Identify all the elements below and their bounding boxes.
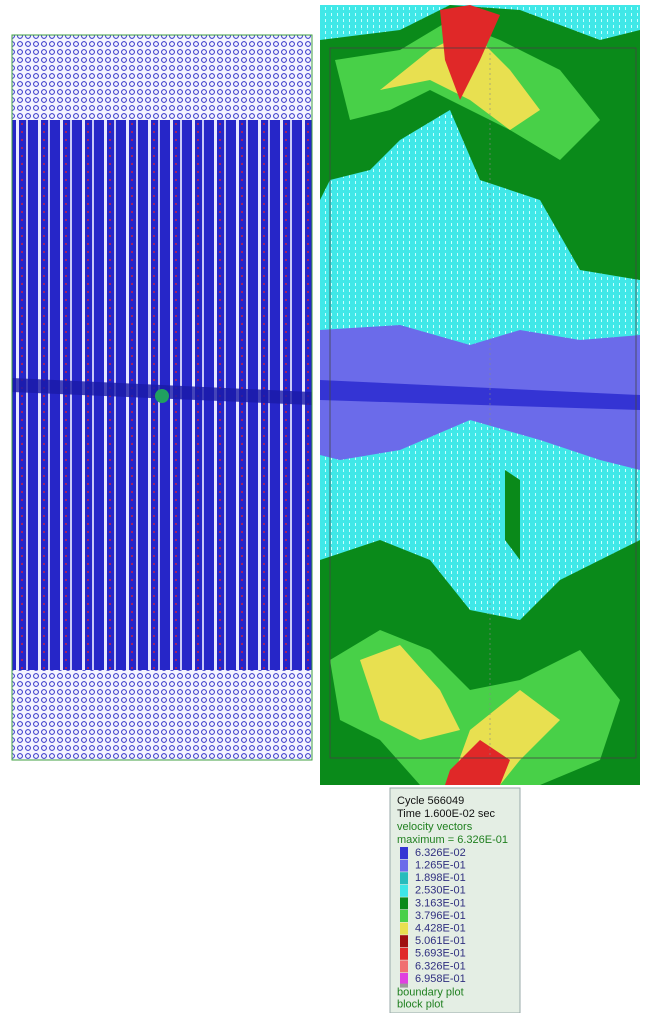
page: Cycle 566049 Time 1.600E-02 sec velocity… — [0, 0, 649, 1013]
legend-label: 6.958E-01 — [415, 973, 466, 985]
time-label: Time 1.600E-02 sec — [397, 808, 496, 820]
legend-swatch — [400, 885, 408, 897]
legend-swatch — [400, 872, 408, 884]
legend-label: 3.796E-01 — [415, 910, 466, 922]
legend-label: 1.898E-01 — [415, 872, 466, 884]
legend-label: 1.265E-01 — [415, 860, 466, 872]
legend-swatch — [400, 897, 408, 909]
legend-swatch — [400, 847, 408, 859]
legend-swatch — [400, 960, 408, 972]
left-model-view — [12, 35, 312, 760]
legend-swatch — [400, 948, 408, 960]
legend-label: 3.163E-01 — [415, 897, 466, 909]
legend-swatch — [400, 860, 408, 872]
cycle-label: Cycle 566049 — [397, 795, 464, 807]
legend-footer: boundary plot — [397, 987, 464, 999]
legend: Cycle 566049 Time 1.600E-02 sec velocity… — [390, 788, 520, 1013]
legend-footer: block plot — [397, 999, 443, 1011]
legend-label: 6.326E-01 — [415, 960, 466, 972]
legend-swatch — [400, 935, 408, 947]
legend-label: 4.428E-01 — [415, 923, 466, 935]
legend-label: 6.326E-02 — [415, 847, 466, 859]
legend-label: 5.061E-01 — [415, 935, 466, 947]
right-model-view — [320, 5, 640, 785]
screenshot: Cycle 566049 Time 1.600E-02 sec velocity… — [0, 0, 649, 1013]
legend-swatch — [400, 923, 408, 935]
legend-label: 5.693E-01 — [415, 948, 466, 960]
legend-label: 2.530E-01 — [415, 885, 466, 897]
legend-title: velocity vectors — [397, 821, 473, 833]
legend-swatch — [400, 973, 408, 985]
legend-swatch — [400, 910, 408, 922]
maximum-label: maximum = 6.326E-01 — [397, 834, 508, 846]
